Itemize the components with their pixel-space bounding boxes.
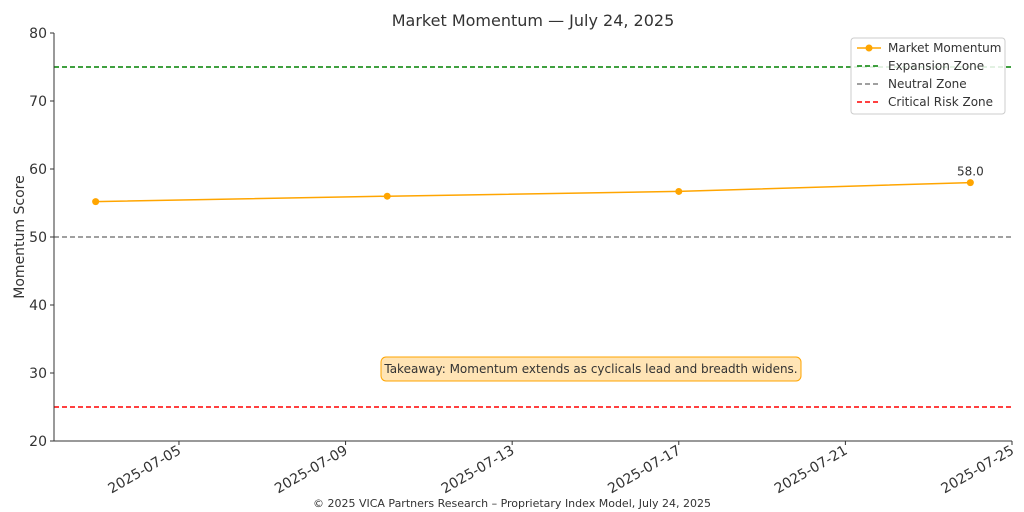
- legend-label: Neutral Zone: [888, 77, 967, 91]
- legend-label: Critical Risk Zone: [888, 95, 993, 109]
- data-point: [966, 179, 974, 187]
- y-tick-label: 20: [29, 434, 47, 450]
- footer-credit: © 2025 VICA Partners Research – Propriet…: [313, 497, 711, 510]
- legend-box: [850, 37, 1006, 115]
- x-tick-label: 2025-07-25: [939, 443, 1017, 498]
- y-tick-label: 60: [29, 162, 47, 178]
- legend: Market Momentum Expansion Zone Neutral Zon…: [850, 37, 1006, 115]
- x-tick-label: 2025-07-13: [439, 443, 517, 498]
- legend-label: Market Momentum: [888, 41, 1001, 55]
- series-line-market-momentum: [95, 181, 971, 203]
- y-tick-label: 50: [29, 230, 47, 246]
- reference-lines: [54, 66, 1012, 408]
- data-label: 58.0: [957, 165, 984, 179]
- data-point: [675, 187, 683, 195]
- takeaway-annotation: Takeaway: Momentum extends as cyclicals …: [380, 356, 802, 382]
- y-tick-label: 70: [29, 94, 47, 110]
- series-layer: 58.0: [92, 165, 984, 206]
- takeaway-text: Takeaway: Momentum extends as cyclicals …: [383, 362, 797, 376]
- data-point: [92, 198, 100, 206]
- y-tick-label: 30: [29, 366, 47, 382]
- x-tick-label: 2025-07-09: [272, 443, 350, 498]
- x-tick-label: 2025-07-21: [772, 443, 850, 498]
- takeaway-box: [380, 356, 802, 382]
- y-axis-label: Momentum Score: [12, 175, 28, 298]
- legend-marker: [865, 44, 873, 52]
- x-tick-label: 2025-07-17: [605, 443, 683, 498]
- chart-title: Market Momentum — July 24, 2025: [392, 11, 675, 30]
- data-point: [383, 192, 391, 200]
- y-tick-label: 80: [29, 26, 47, 42]
- x-tick-label: 2025-07-05: [105, 443, 183, 498]
- y-tick-label: 40: [29, 298, 47, 314]
- legend-label: Expansion Zone: [888, 59, 984, 73]
